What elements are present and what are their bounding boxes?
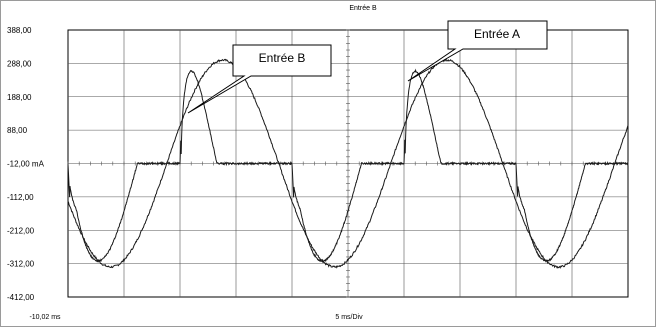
callout-entree-a: Entrée A — [407, 20, 548, 82]
y-axis-ticks: 388,00 288,00 188,00 88,00 -12,00 mA -112,00 -… — [7, 26, 45, 302]
y-tick-label: -212,00 — [7, 226, 35, 235]
chart-title: Entrée B — [349, 5, 377, 12]
x-start-label: -10,02 ms — [29, 314, 61, 321]
y-tick-label: 188,00 — [7, 93, 32, 102]
callout-entree-b-label: Entrée B — [259, 51, 306, 65]
callout-entree-a-box — [407, 20, 548, 82]
series-entree-a-line — [67, 58, 629, 269]
series-entree-b-line — [67, 68, 629, 263]
callout-entree-b: Entrée B — [187, 44, 332, 114]
callout-entree-a-label: Entrée A — [474, 27, 520, 41]
y-tick-label: -112,00 — [7, 193, 34, 202]
y-tick-label: -412,00 — [7, 293, 35, 302]
y-tick-label: 288,00 — [7, 59, 32, 68]
y-tick-label: 88,00 — [7, 126, 28, 135]
y-tick-label: -312,00 — [7, 260, 35, 269]
x-axis-label: 5 ms/Div — [335, 314, 363, 321]
y-tick-label: -12,00 mA — [7, 160, 45, 169]
callout-entree-b-box — [187, 44, 332, 114]
y-tick-label: 388,00 — [7, 26, 32, 35]
